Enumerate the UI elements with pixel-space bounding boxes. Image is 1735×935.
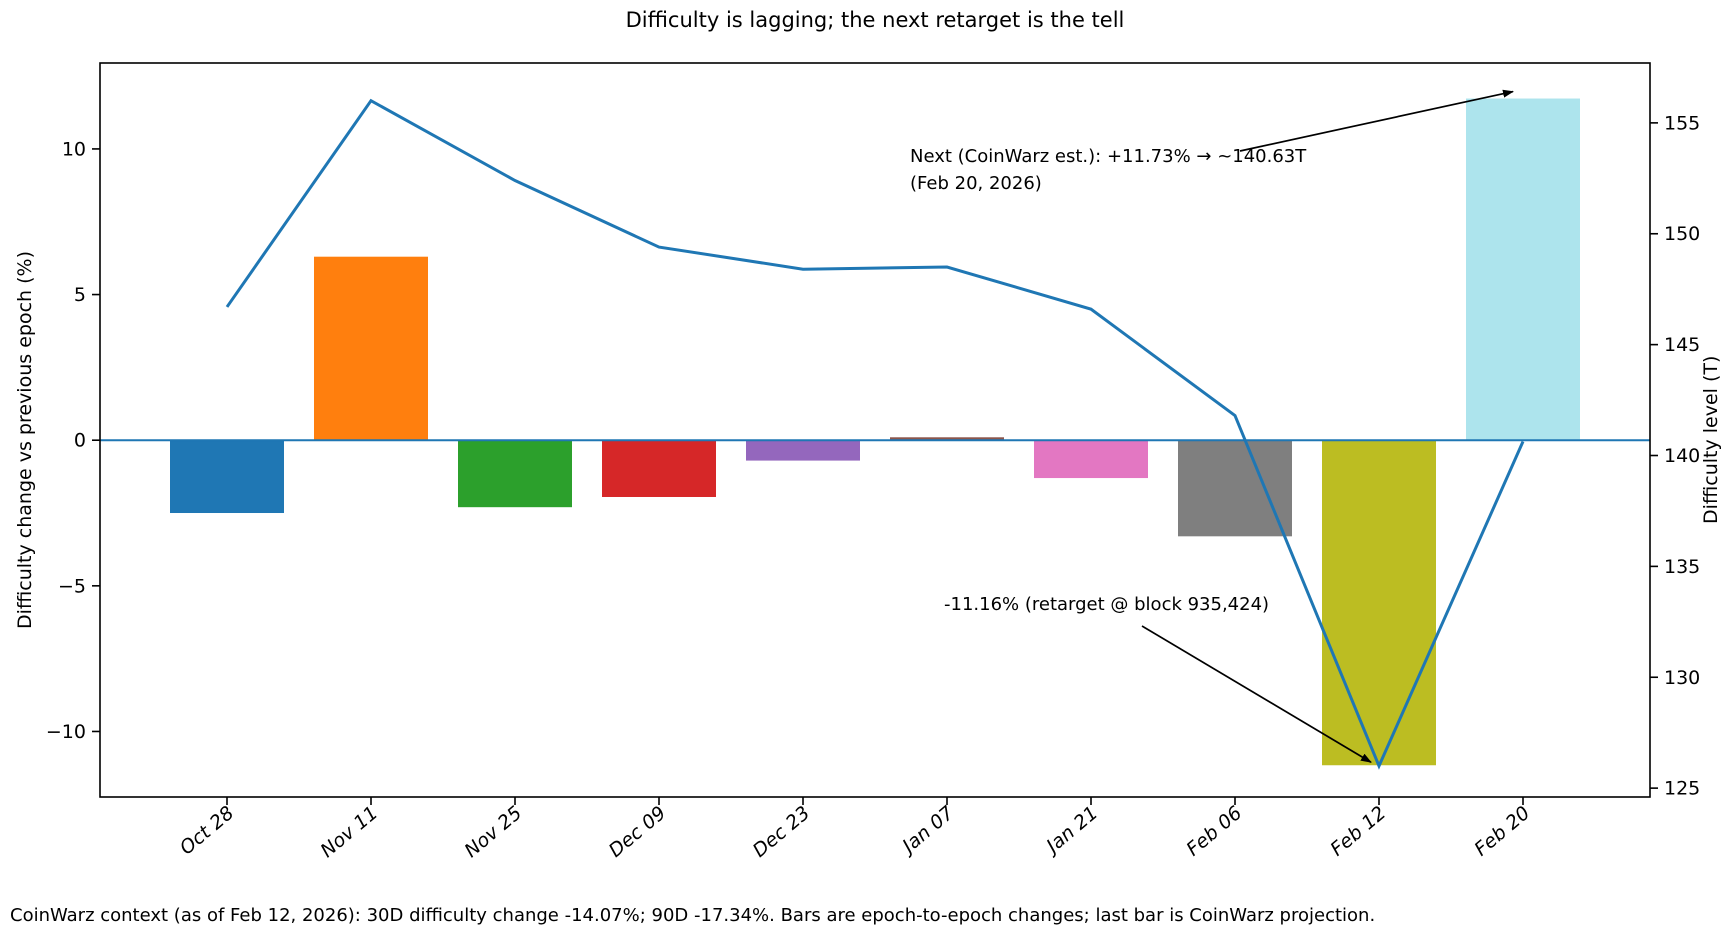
chart-title: Difficulty is lagging; the next retarget… xyxy=(625,8,1125,32)
x-tick-label: Jan 07 xyxy=(895,802,958,860)
x-tick-label: Dec 23 xyxy=(749,802,814,862)
right-tick-label: 130 xyxy=(1664,667,1700,689)
annotation-arrows-group xyxy=(1141,89,1514,763)
bar-dec-09 xyxy=(602,440,716,497)
bar-nov-11 xyxy=(314,256,428,441)
left-tick-label: 0 xyxy=(74,430,86,452)
right-tick-label: 135 xyxy=(1664,556,1700,578)
arrow-retarget xyxy=(1141,625,1372,763)
right-tick-label: 150 xyxy=(1664,223,1700,245)
bar-jan-07 xyxy=(890,437,1004,441)
x-tick-label: Jan 21 xyxy=(1039,802,1102,860)
right-tick-label: 155 xyxy=(1664,112,1700,134)
x-tick-label: Feb 20 xyxy=(1470,802,1534,861)
lines-group xyxy=(100,98,1650,770)
bar-oct-28 xyxy=(170,440,284,514)
bar-feb-20 xyxy=(1466,98,1580,441)
left-tick-label: −10 xyxy=(46,721,86,743)
bar-jan-21 xyxy=(1034,440,1148,479)
annotation-retarget: -11.16% (retarget @ block 935,424) xyxy=(944,594,1270,615)
left-tick-label: 5 xyxy=(74,284,86,306)
plot-border xyxy=(99,62,1651,798)
bars-group xyxy=(170,98,1580,766)
bar-dec-23 xyxy=(746,440,860,461)
x-tick-label: Oct 28 xyxy=(176,802,238,859)
bar-feb-12 xyxy=(1322,440,1436,766)
arrow-next-estimate xyxy=(1239,89,1514,152)
bar-nov-25 xyxy=(458,440,572,508)
annotation-next-estimate: Next (CoinWarz est.): +11.73% → ~140.63T… xyxy=(910,143,1306,197)
x-tick-label: Nov 11 xyxy=(317,802,383,862)
right-tick-label: 125 xyxy=(1664,778,1700,800)
annotation-next-line1: Next (CoinWarz est.): +11.73% → ~140.63T xyxy=(910,146,1307,167)
axes-group: −10 −5 0 5 10 125 130 135 140 145 150 155 Oct 28 Nov … xyxy=(46,62,1700,862)
x-tick-label: Feb 06 xyxy=(1182,802,1246,861)
right-tick-label: 145 xyxy=(1664,334,1700,356)
x-tick-label: Feb 12 xyxy=(1326,802,1390,861)
x-tick-label: Nov 25 xyxy=(461,802,527,862)
left-tick-label: 10 xyxy=(62,138,86,160)
bar-feb-06 xyxy=(1178,440,1292,537)
x-tick-label: Dec 09 xyxy=(605,802,670,862)
difficulty-line xyxy=(225,98,1525,770)
annotation-next-line2: (Feb 20, 2026) xyxy=(910,173,1042,194)
right-tick-label: 140 xyxy=(1664,445,1700,467)
footer-context-text: CoinWarz context (as of Feb 12, 2026): 3… xyxy=(10,905,1376,926)
left-tick-label: −5 xyxy=(58,575,86,597)
